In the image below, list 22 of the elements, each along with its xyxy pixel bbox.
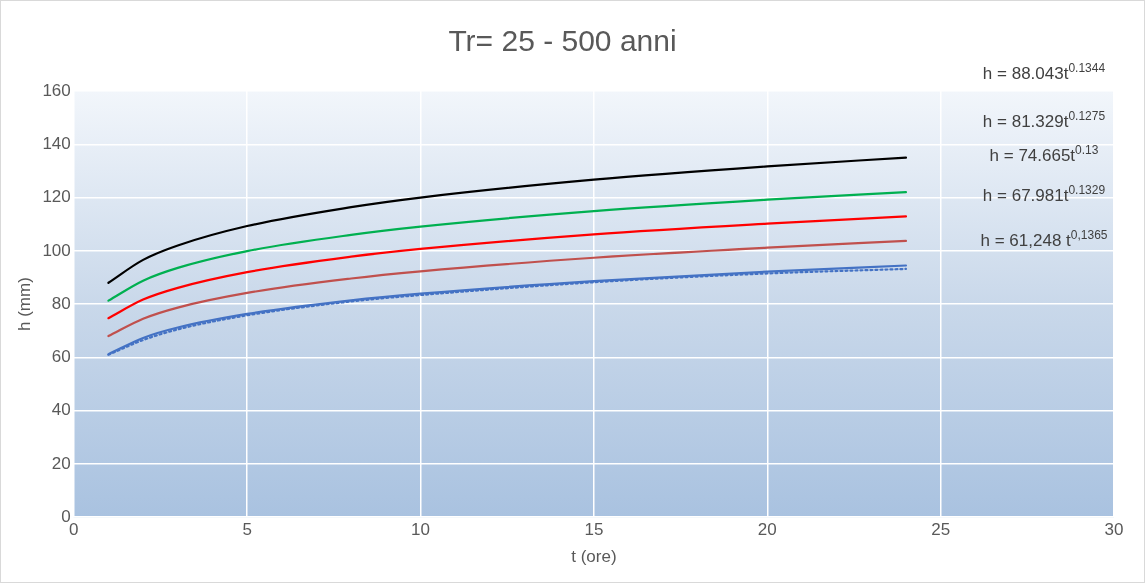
line-series bbox=[107, 156, 908, 284]
line-series bbox=[107, 215, 908, 320]
x-tick-label: 25 bbox=[931, 520, 951, 540]
y-tick-label: 100 bbox=[42, 240, 71, 260]
x-tick-label: 20 bbox=[757, 520, 777, 540]
line-series bbox=[107, 239, 908, 338]
x-tick-label: 30 bbox=[1104, 520, 1124, 540]
y-tick-label: 60 bbox=[51, 347, 71, 367]
x-axis-title: t (ore) bbox=[571, 547, 617, 567]
line-series bbox=[107, 191, 908, 302]
y-axis-title: h (mm) bbox=[14, 277, 34, 332]
y-tick-label: 120 bbox=[42, 187, 71, 207]
y-tick-label: 160 bbox=[42, 80, 71, 100]
chart-title: Tr= 25 - 500 anni bbox=[448, 24, 677, 58]
y-tick-label: 20 bbox=[51, 453, 71, 473]
x-tick-label: 15 bbox=[584, 520, 604, 540]
y-tick-label: 40 bbox=[51, 400, 71, 420]
x-tick-label: 5 bbox=[242, 520, 252, 540]
y-tick-label: 0 bbox=[61, 506, 71, 526]
x-tick-label: 10 bbox=[411, 520, 430, 540]
y-tick-label: 80 bbox=[51, 293, 71, 313]
y-tick-label: 140 bbox=[42, 133, 71, 153]
